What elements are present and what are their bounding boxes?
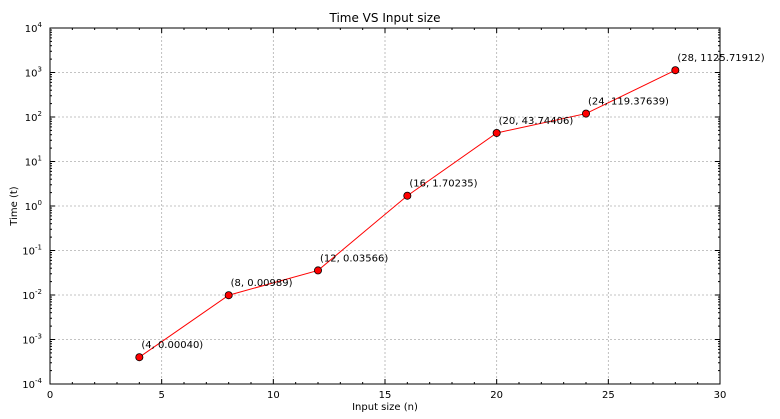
x-tick-label: 15 bbox=[379, 390, 392, 401]
y-tick-base: 10 bbox=[22, 380, 35, 391]
y-tick-base: 10 bbox=[25, 202, 38, 213]
x-tick-label: 25 bbox=[602, 390, 615, 401]
y-tick-exponent: -4 bbox=[35, 377, 43, 385]
y-tick-exponent: -2 bbox=[35, 288, 42, 296]
data-point bbox=[313, 266, 322, 275]
data-point-label: (20, 43.74406) bbox=[499, 116, 574, 127]
y-tick-exponent: -3 bbox=[35, 333, 42, 341]
y-tick-label: 101 bbox=[25, 155, 42, 169]
y-tick-label: 10-4 bbox=[22, 377, 42, 391]
y-tick-label: 10-2 bbox=[22, 288, 42, 302]
x-tick-label: 30 bbox=[714, 390, 727, 401]
chart-title: Time VS Input size bbox=[329, 11, 441, 25]
grid-layer bbox=[49, 27, 721, 385]
y-tick-exponent: 1 bbox=[38, 155, 42, 163]
data-point bbox=[582, 109, 591, 118]
series-line bbox=[139, 69, 676, 358]
data-point-label: (8, 0.00989) bbox=[231, 278, 293, 289]
y-tick-base: 10 bbox=[22, 336, 35, 347]
y-axis-label: Time (t) bbox=[9, 186, 20, 226]
data-point-label: (16, 1.70235) bbox=[409, 179, 477, 190]
data-point bbox=[224, 291, 233, 300]
y-tick-exponent: 2 bbox=[38, 110, 42, 118]
y-tick-exponent: 0 bbox=[38, 199, 42, 207]
y-tick-label: 102 bbox=[25, 110, 42, 124]
y-tick-base: 10 bbox=[25, 113, 38, 124]
data-point-label: (4, 0.00040) bbox=[141, 340, 203, 351]
plot-frame bbox=[49, 27, 721, 385]
x-tick-label: 0 bbox=[47, 390, 53, 401]
y-tick-label: 10-1 bbox=[22, 244, 42, 258]
series-layer: (4, 0.00040) (8, 0.00989) (12, 0.03566) (16… bbox=[135, 53, 765, 362]
data-point-label: (12, 0.03566) bbox=[320, 253, 388, 264]
x-tick-label: 5 bbox=[158, 390, 164, 401]
data-point bbox=[403, 191, 412, 200]
data-point-label: (28, 1125.71912) bbox=[677, 53, 764, 64]
y-tick-base: 10 bbox=[22, 247, 35, 258]
y-tick-label: 100 bbox=[25, 199, 42, 213]
ticks-layer: 0 5 10 15 20 25 3010-410-310-210-1100101102103… bbox=[22, 21, 726, 401]
data-point-label: (24, 119.37639) bbox=[588, 97, 669, 108]
data-point bbox=[135, 353, 144, 362]
y-tick-label: 10-3 bbox=[22, 333, 42, 347]
y-tick-exponent: 4 bbox=[38, 21, 43, 29]
y-tick-label: 104 bbox=[25, 21, 43, 35]
y-tick-base: 10 bbox=[22, 291, 35, 302]
data-point bbox=[492, 128, 501, 137]
x-tick-label: 10 bbox=[267, 390, 280, 401]
y-tick-exponent: 3 bbox=[38, 66, 42, 74]
x-axis-label: Input size (n) bbox=[352, 402, 418, 413]
data-point bbox=[671, 66, 680, 75]
y-tick-base: 10 bbox=[25, 158, 38, 169]
y-tick-base: 10 bbox=[25, 24, 38, 35]
y-tick-label: 103 bbox=[25, 66, 42, 80]
x-tick-label: 20 bbox=[490, 390, 503, 401]
y-tick-base: 10 bbox=[25, 69, 38, 80]
y-tick-exponent: -1 bbox=[35, 244, 42, 252]
